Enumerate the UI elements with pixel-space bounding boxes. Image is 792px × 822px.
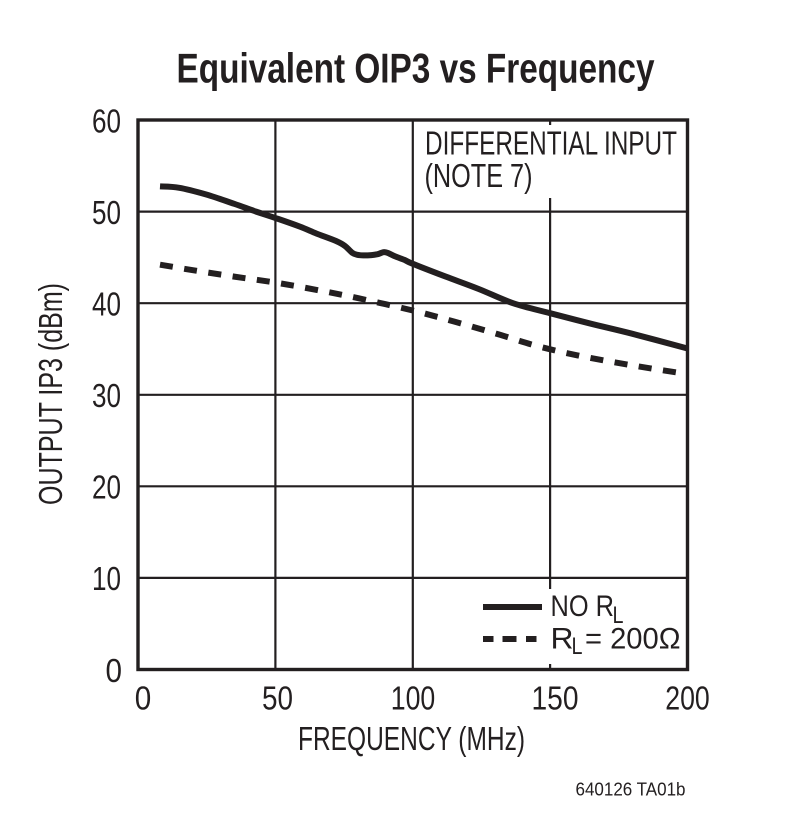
svg-text:DIFFERENTIAL INPUT: DIFFERENTIAL INPUT — [425, 124, 677, 161]
svg-text:40: 40 — [92, 286, 121, 323]
svg-text:200: 200 — [665, 680, 710, 717]
svg-text:R: R — [551, 623, 574, 656]
svg-text:Equivalent OIP3 vs Frequency: Equivalent OIP3 vs Frequency — [177, 45, 656, 92]
svg-text:(NOTE 7): (NOTE 7) — [425, 157, 533, 194]
svg-text:640126 TA01b: 640126 TA01b — [576, 780, 686, 800]
svg-text:0: 0 — [106, 652, 123, 689]
svg-text:30: 30 — [92, 377, 121, 414]
svg-text:10: 10 — [92, 560, 121, 597]
svg-text:50: 50 — [92, 194, 121, 231]
svg-text:L: L — [572, 633, 583, 660]
svg-text:150: 150 — [532, 680, 579, 717]
svg-text:NO R: NO R — [551, 590, 615, 623]
svg-text:50: 50 — [262, 680, 293, 717]
svg-text:OUTPUT IP3 (dBm): OUTPUT IP3 (dBm) — [32, 283, 69, 505]
svg-text:100: 100 — [391, 680, 436, 717]
svg-text:20: 20 — [92, 469, 121, 506]
svg-text:= 200Ω: = 200Ω — [585, 623, 681, 656]
svg-text:L: L — [613, 602, 624, 629]
svg-text:0: 0 — [135, 680, 152, 717]
svg-text:60: 60 — [92, 102, 121, 139]
svg-text:FREQUENCY (MHz): FREQUENCY (MHz) — [298, 720, 525, 757]
